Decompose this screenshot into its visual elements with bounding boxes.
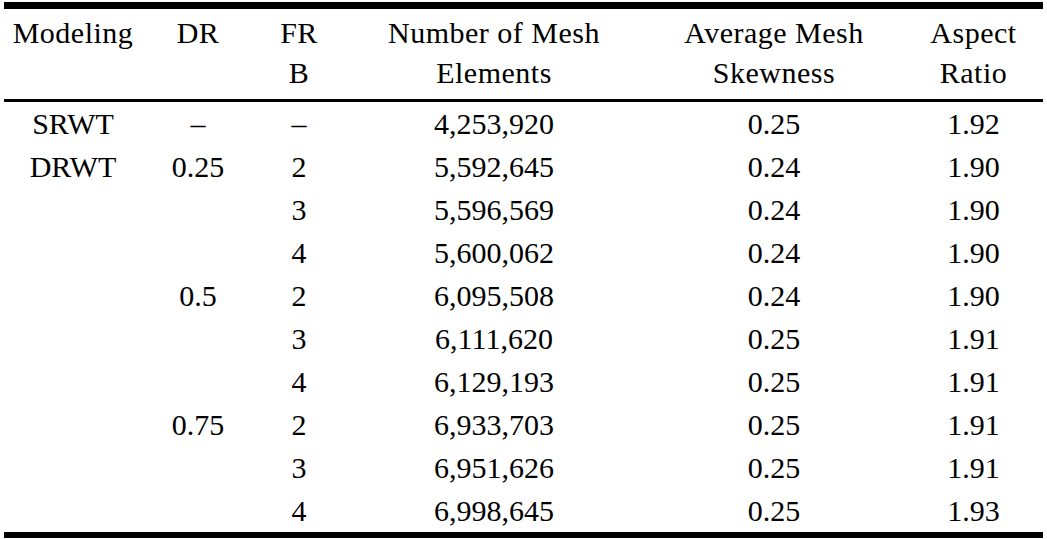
cell-dr bbox=[142, 360, 254, 403]
cell-skewness: 0.24 bbox=[644, 231, 904, 274]
cell-frb: 4 bbox=[254, 489, 344, 535]
col-header-aspect-ratio: Aspect Ratio bbox=[904, 6, 1043, 101]
cell-modeling bbox=[4, 231, 142, 274]
table-body: SRWT – – 4,253,920 0.25 1.92 DRWT 0.25 2… bbox=[4, 101, 1043, 536]
cell-modeling bbox=[4, 446, 142, 489]
col-header-frb: FR B bbox=[254, 6, 344, 101]
cell-mesh-elements: 6,998,645 bbox=[344, 489, 644, 535]
cell-dr: 0.5 bbox=[142, 274, 254, 317]
cell-modeling: SRWT bbox=[4, 101, 142, 146]
table-row: 3 6,951,626 0.25 1.91 bbox=[4, 446, 1043, 489]
cell-skewness: 0.24 bbox=[644, 145, 904, 188]
col-header-mesh-elements: Number of Mesh Elements bbox=[344, 6, 644, 101]
table-row: 4 6,998,645 0.25 1.93 bbox=[4, 489, 1043, 535]
header-row: Modeling DR FR B Number of Mesh Elements… bbox=[4, 6, 1043, 101]
cell-aspect-ratio: 1.91 bbox=[904, 446, 1043, 489]
cell-frb: 4 bbox=[254, 360, 344, 403]
cell-mesh-elements: 6,951,626 bbox=[344, 446, 644, 489]
cell-frb: 2 bbox=[254, 145, 344, 188]
cell-dr bbox=[142, 231, 254, 274]
cell-frb: 3 bbox=[254, 317, 344, 360]
cell-aspect-ratio: 1.90 bbox=[904, 145, 1043, 188]
cell-dr: – bbox=[142, 101, 254, 146]
mesh-statistics-table: Modeling DR FR B Number of Mesh Elements… bbox=[4, 2, 1043, 538]
cell-modeling bbox=[4, 489, 142, 535]
cell-dr bbox=[142, 188, 254, 231]
cell-frb: – bbox=[254, 101, 344, 146]
cell-aspect-ratio: 1.90 bbox=[904, 188, 1043, 231]
cell-dr bbox=[142, 489, 254, 535]
col-header-mesh-elements-line1: Number of Mesh bbox=[344, 13, 644, 53]
cell-skewness: 0.25 bbox=[644, 101, 904, 146]
table-row: 3 6,111,620 0.25 1.91 bbox=[4, 317, 1043, 360]
cell-aspect-ratio: 1.91 bbox=[904, 403, 1043, 446]
cell-skewness: 0.25 bbox=[644, 317, 904, 360]
cell-skewness: 0.25 bbox=[644, 446, 904, 489]
cell-dr: 0.25 bbox=[142, 145, 254, 188]
table-row: 0.5 2 6,095,508 0.24 1.90 bbox=[4, 274, 1043, 317]
cell-frb: 4 bbox=[254, 231, 344, 274]
col-header-dr-line2 bbox=[142, 53, 254, 93]
table-header: Modeling DR FR B Number of Mesh Elements… bbox=[4, 6, 1043, 101]
cell-frb: 3 bbox=[254, 188, 344, 231]
paper-table-page: Modeling DR FR B Number of Mesh Elements… bbox=[0, 2, 1047, 539]
col-header-aspect-ratio-line2: Ratio bbox=[904, 53, 1043, 93]
cell-aspect-ratio: 1.91 bbox=[904, 360, 1043, 403]
col-header-frb-line1: FR bbox=[254, 13, 344, 53]
cell-dr bbox=[142, 446, 254, 489]
col-header-modeling: Modeling bbox=[4, 6, 142, 101]
cell-mesh-elements: 5,600,062 bbox=[344, 231, 644, 274]
col-header-frb-line2: B bbox=[254, 53, 344, 93]
col-header-mesh-elements-line2: Elements bbox=[344, 53, 644, 93]
cell-mesh-elements: 6,111,620 bbox=[344, 317, 644, 360]
cell-aspect-ratio: 1.90 bbox=[904, 274, 1043, 317]
col-header-skewness-line2: Skewness bbox=[644, 53, 904, 93]
cell-mesh-elements: 6,095,508 bbox=[344, 274, 644, 317]
cell-frb: 3 bbox=[254, 446, 344, 489]
cell-skewness: 0.24 bbox=[644, 274, 904, 317]
table-row: 0.75 2 6,933,703 0.25 1.91 bbox=[4, 403, 1043, 446]
cell-modeling bbox=[4, 403, 142, 446]
table-row: DRWT 0.25 2 5,592,645 0.24 1.90 bbox=[4, 145, 1043, 188]
cell-modeling: DRWT bbox=[4, 145, 142, 188]
cell-dr bbox=[142, 317, 254, 360]
cell-dr: 0.75 bbox=[142, 403, 254, 446]
cell-aspect-ratio: 1.90 bbox=[904, 231, 1043, 274]
cell-mesh-elements: 5,596,569 bbox=[344, 188, 644, 231]
cell-skewness: 0.25 bbox=[644, 489, 904, 535]
cell-modeling bbox=[4, 360, 142, 403]
cell-skewness: 0.25 bbox=[644, 360, 904, 403]
cell-frb: 2 bbox=[254, 274, 344, 317]
table-row: SRWT – – 4,253,920 0.25 1.92 bbox=[4, 101, 1043, 146]
cell-aspect-ratio: 1.92 bbox=[904, 101, 1043, 146]
col-header-skewness-line1: Average Mesh bbox=[644, 13, 904, 53]
cell-modeling bbox=[4, 188, 142, 231]
col-header-aspect-ratio-line1: Aspect bbox=[904, 13, 1043, 53]
table-row: 3 5,596,569 0.24 1.90 bbox=[4, 188, 1043, 231]
cell-mesh-elements: 5,592,645 bbox=[344, 145, 644, 188]
col-header-modeling-line1: Modeling bbox=[4, 13, 142, 53]
col-header-dr-line1: DR bbox=[142, 13, 254, 53]
cell-skewness: 0.24 bbox=[644, 188, 904, 231]
col-header-skewness: Average Mesh Skewness bbox=[644, 6, 904, 101]
cell-aspect-ratio: 1.91 bbox=[904, 317, 1043, 360]
col-header-dr: DR bbox=[142, 6, 254, 101]
cell-modeling bbox=[4, 317, 142, 360]
cell-mesh-elements: 6,129,193 bbox=[344, 360, 644, 403]
cell-modeling bbox=[4, 274, 142, 317]
table-row: 4 5,600,062 0.24 1.90 bbox=[4, 231, 1043, 274]
cell-mesh-elements: 4,253,920 bbox=[344, 101, 644, 146]
cell-aspect-ratio: 1.93 bbox=[904, 489, 1043, 535]
cell-mesh-elements: 6,933,703 bbox=[344, 403, 644, 446]
table-row: 4 6,129,193 0.25 1.91 bbox=[4, 360, 1043, 403]
cell-frb: 2 bbox=[254, 403, 344, 446]
col-header-modeling-line2 bbox=[4, 53, 142, 93]
cell-skewness: 0.25 bbox=[644, 403, 904, 446]
